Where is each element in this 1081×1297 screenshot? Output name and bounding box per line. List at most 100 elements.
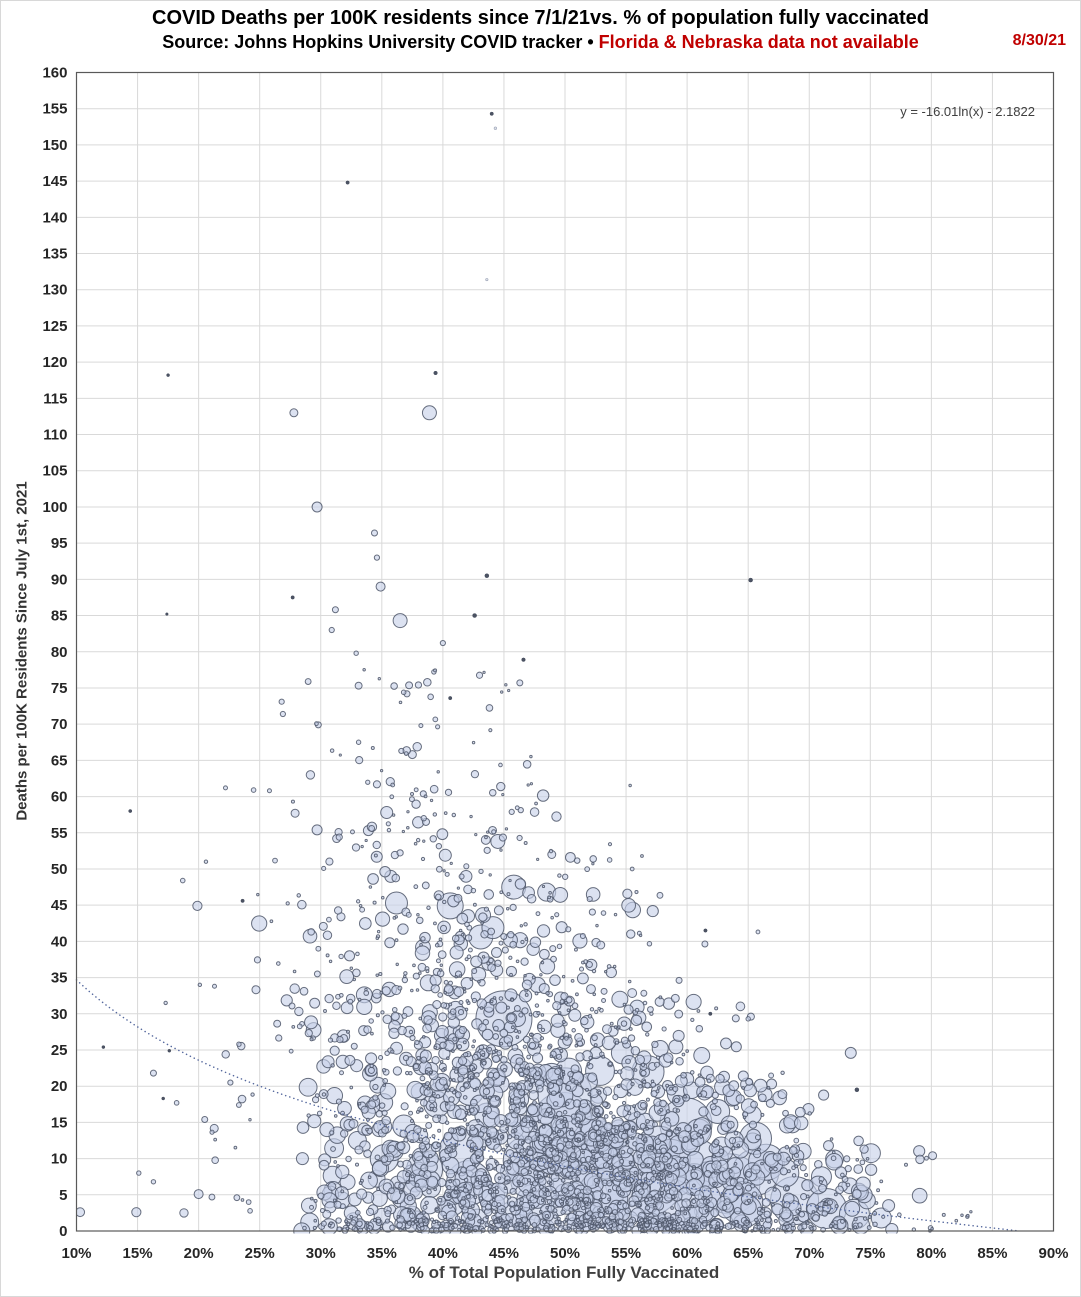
bubble: [526, 1145, 531, 1150]
bubble: [350, 829, 355, 835]
bubble: [699, 1134, 704, 1139]
bubble: [469, 1107, 475, 1113]
bubble: [570, 1113, 577, 1120]
bubble: [750, 1100, 758, 1109]
bubble: [494, 1189, 500, 1195]
bubble: [628, 783, 632, 788]
bubble: [670, 1145, 678, 1153]
bubble: [408, 1153, 413, 1159]
bubble: [703, 1195, 707, 1200]
bubble: [638, 1083, 643, 1089]
bubble: [458, 928, 463, 933]
bubble: [539, 973, 543, 977]
bubble: [429, 784, 439, 794]
bubble: [476, 1118, 481, 1123]
bubble: [511, 1044, 519, 1051]
bubble: [460, 976, 474, 990]
bubble: [167, 1048, 172, 1053]
bubble: [807, 1111, 812, 1116]
bubble: [594, 1221, 599, 1226]
bubble: [240, 1198, 245, 1202]
bubble: [296, 1023, 303, 1030]
bubble: [501, 1219, 505, 1223]
bubble: [469, 1075, 474, 1080]
bubble: [537, 1024, 543, 1030]
bubble: [606, 1180, 613, 1187]
bubble: [433, 668, 438, 673]
bubble: [593, 1177, 599, 1183]
bubble: [397, 1025, 407, 1036]
bubble: [655, 1089, 660, 1094]
bubble: [464, 921, 470, 928]
bubble: [719, 1225, 724, 1230]
bubble: [500, 1164, 506, 1169]
bubble: [412, 963, 416, 968]
bubble: [434, 1219, 439, 1224]
bubble: [394, 915, 398, 919]
bubble: [623, 1004, 634, 1015]
bubble: [458, 974, 463, 978]
bubble: [506, 1013, 516, 1023]
bubble: [683, 1225, 688, 1231]
bubble: [801, 1179, 814, 1192]
bubble: [529, 807, 540, 817]
bubble: [491, 829, 497, 835]
bubble: [477, 1180, 483, 1186]
bubble: [453, 1186, 459, 1191]
bubble: [736, 1143, 741, 1148]
bubble: [311, 501, 323, 513]
bubble: [637, 1133, 643, 1140]
bubble: [472, 613, 477, 618]
bubble: [482, 1087, 491, 1096]
bubble: [597, 1090, 602, 1095]
bubble: [305, 770, 316, 780]
bubble: [524, 1076, 529, 1082]
y-tick-label: 60: [51, 789, 68, 806]
bubble: [372, 780, 382, 789]
bubble: [423, 1128, 428, 1133]
bubble: [558, 1064, 563, 1069]
bubble: [438, 1076, 448, 1086]
bubble: [613, 1025, 618, 1030]
bubble: [462, 1187, 469, 1194]
bubble: [555, 1053, 563, 1060]
bubble: [668, 1171, 672, 1175]
bubble: [288, 1048, 294, 1054]
bubble: [546, 998, 550, 1003]
bubble: [519, 1205, 524, 1210]
bubble: [791, 1173, 797, 1178]
bubble: [492, 1055, 501, 1063]
bubble: [324, 993, 334, 1004]
bubble: [492, 1071, 501, 1079]
bubble: [759, 1226, 764, 1231]
bubble: [602, 1024, 612, 1035]
bubble: [338, 953, 344, 960]
bubble: [372, 1094, 379, 1101]
y-tick-label: 140: [42, 209, 67, 226]
bubble: [692, 1183, 696, 1188]
bubble: [589, 855, 597, 863]
bubble: [464, 1007, 469, 1012]
bubble: [370, 746, 375, 751]
bubble: [399, 1129, 408, 1138]
x-tick-label: 85%: [977, 1245, 1007, 1262]
bubble: [460, 1205, 464, 1210]
bubble: [713, 1139, 720, 1146]
bubble: [814, 1159, 823, 1169]
bubble: [733, 1207, 742, 1215]
bubble: [465, 1194, 471, 1200]
bubble: [469, 1124, 476, 1131]
bubble: [711, 1098, 718, 1105]
bubble: [782, 1109, 789, 1117]
bubble: [394, 938, 399, 943]
bubble: [663, 1219, 667, 1224]
bubble: [657, 1223, 663, 1228]
bubble: [443, 990, 448, 995]
bubble: [420, 815, 427, 822]
bubble: [535, 1084, 544, 1093]
bubble: [824, 1202, 829, 1206]
bubble: [656, 1197, 660, 1201]
bubble: [340, 1129, 349, 1138]
bubble: [629, 866, 635, 872]
bubble: [759, 1218, 764, 1223]
